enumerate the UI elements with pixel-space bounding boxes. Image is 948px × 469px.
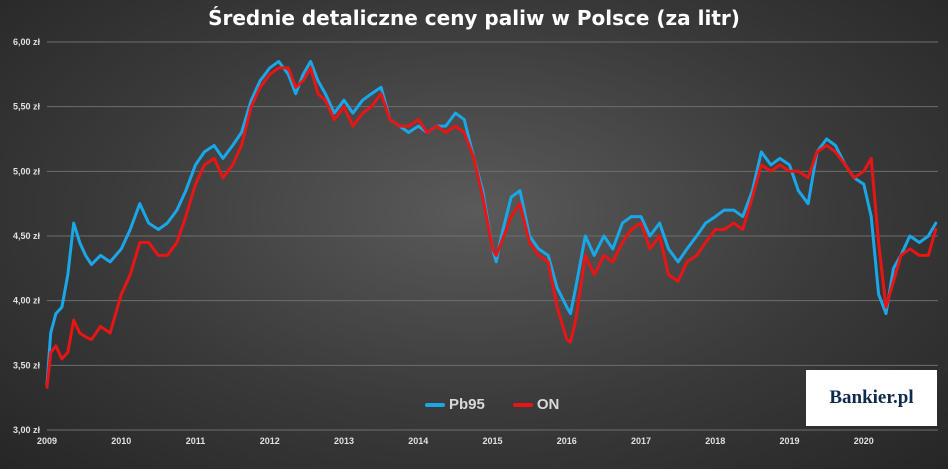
legend-label-pb95: Pb95 (449, 396, 485, 413)
legend: Pb95 ON (425, 396, 559, 413)
legend-item-pb95: Pb95 (425, 396, 485, 413)
y-tick-label-1: 3,50 zł (13, 360, 41, 370)
chart-title: Średnie detaliczne ceny paliw w Polsce (… (208, 6, 740, 30)
series-line-on (45, 66, 938, 389)
y-tick-label-4: 5,00 zł (13, 166, 41, 176)
legend-item-on: ON (512, 396, 560, 413)
y-tick-label-2: 4,00 zł (13, 296, 41, 306)
legend-swatch-pb95 (425, 402, 445, 407)
x-tick-label-5: 2014 (408, 436, 428, 446)
x-tick-label-1: 2010 (111, 436, 131, 446)
x-tick-label-0: 2009 (37, 436, 57, 446)
x-tick-label-8: 2017 (631, 436, 651, 446)
series-line-pb95 (45, 59, 938, 387)
bankier-logo-text: Bankier.pl (829, 387, 914, 408)
x-tick-label-7: 2016 (557, 436, 577, 446)
x-tick-label-3: 2012 (260, 436, 280, 446)
x-tick-label-11: 2020 (854, 436, 874, 446)
y-tick-label-3: 4,50 zł (13, 231, 41, 241)
y-tick-label-0: 3,00 zł (13, 425, 41, 435)
x-tick-label-6: 2015 (482, 436, 502, 446)
x-tick-label-2: 2011 (186, 436, 206, 446)
x-tick-label-10: 2019 (779, 436, 799, 446)
legend-label-on: ON (536, 396, 560, 413)
legend-swatch-on (512, 402, 533, 407)
y-tick-label-6: 6,00 zł (13, 37, 41, 47)
bankier-logo: Bankier.pl (806, 370, 937, 426)
x-tick-label-4: 2013 (334, 436, 354, 446)
x-tick-label-9: 2018 (705, 436, 725, 446)
y-tick-label-5: 5,50 zł (13, 102, 41, 112)
